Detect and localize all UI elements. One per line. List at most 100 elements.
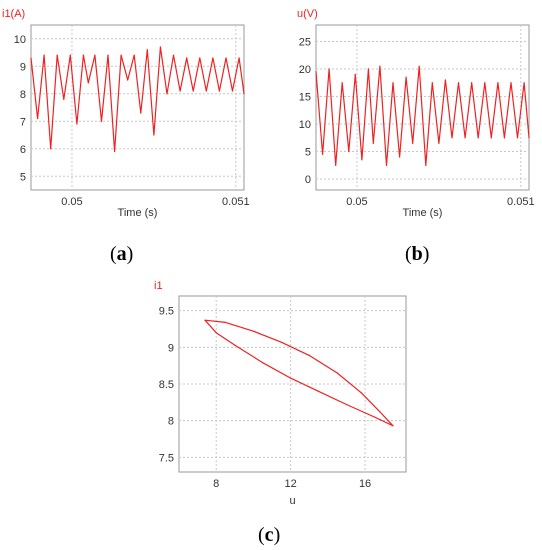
data-point-b xyxy=(348,150,350,153)
data-point-c xyxy=(379,411,381,413)
data-point-a xyxy=(82,54,85,56)
data-point-b xyxy=(361,159,363,161)
y-tick-label-c: 9.5 xyxy=(159,306,174,318)
y-tick-label-c: 8 xyxy=(168,416,174,428)
data-point-c xyxy=(252,330,255,332)
data-point-a xyxy=(36,117,39,120)
y-tick-label-a: 10 xyxy=(14,34,26,46)
data-point-b xyxy=(451,137,453,139)
data-point-c xyxy=(308,354,310,356)
data-point-b xyxy=(412,142,414,144)
data-point-c xyxy=(360,392,362,394)
data-point-a xyxy=(113,150,116,153)
chart-a: 5 6 7 8 9 10 0.05 0.051 i1(A) Time (s) xyxy=(2,8,250,219)
data-point-b xyxy=(516,137,519,139)
data-point-c xyxy=(317,390,320,392)
data-point-b xyxy=(484,82,486,84)
data-point-b xyxy=(425,164,427,166)
data-point-b xyxy=(335,164,337,166)
x-tick-label-a: 0.051 xyxy=(222,196,250,208)
y-axis-label-c: i1 xyxy=(154,280,163,292)
data-point-c xyxy=(215,332,217,334)
data-point-b xyxy=(341,82,343,84)
x-tick-label-a: 0.05 xyxy=(61,196,82,208)
data-point-c xyxy=(290,377,292,379)
data-point-a xyxy=(133,54,135,56)
data-point-a xyxy=(192,90,194,92)
data-point-b xyxy=(490,137,492,139)
y-tick-label-a: 5 xyxy=(20,171,26,183)
data-point-a xyxy=(243,93,245,95)
x-tick-label-c: 16 xyxy=(359,478,371,490)
data-point-b xyxy=(477,137,479,139)
data-point-a xyxy=(146,49,148,51)
data-point-c xyxy=(280,341,282,343)
data-point-c xyxy=(224,321,227,323)
data-point-b xyxy=(398,156,401,158)
data-point-c xyxy=(204,319,206,321)
data-point-b xyxy=(328,68,330,70)
y-tick-label-a: 7 xyxy=(20,116,26,128)
y-tick-label-b: 10 xyxy=(299,119,311,131)
caption-a: (a) xyxy=(110,243,134,265)
data-point-b xyxy=(438,142,440,144)
data-point-a xyxy=(56,54,58,56)
y-tick-label-a: 6 xyxy=(20,144,26,156)
data-point-b xyxy=(444,79,447,81)
chart-c: 7.5 8 8.5 9 9.5 8 12 16 i1 u xyxy=(154,280,407,507)
data-point-b xyxy=(457,82,460,84)
data-point-a xyxy=(94,54,96,56)
data-point-b xyxy=(528,137,530,139)
y-axis-label-b: u(V) xyxy=(297,8,318,20)
data-point-a xyxy=(30,57,32,59)
y-tick-label-c: 8.5 xyxy=(159,379,174,391)
y-axis-label-a: i1(A) xyxy=(2,8,25,20)
data-point-b xyxy=(431,82,433,84)
data-point-b xyxy=(503,137,506,139)
y-tick-label-b: 25 xyxy=(299,37,311,49)
data-point-a xyxy=(153,134,155,136)
data-point-a xyxy=(205,90,207,92)
caption-b: (b) xyxy=(405,243,430,265)
data-point-b xyxy=(372,142,374,144)
data-point-b xyxy=(315,71,317,73)
data-point-c xyxy=(392,425,394,427)
data-point-a xyxy=(63,98,65,100)
data-point-b xyxy=(497,82,499,84)
data-point-a xyxy=(212,57,214,59)
x-tick-label-c: 12 xyxy=(285,478,297,490)
data-point-b xyxy=(379,65,381,67)
y-tick-label-b: 5 xyxy=(305,147,311,159)
chart-b: 0 5 10 15 20 25 0.05 0.051 u(V) Time (s) xyxy=(297,8,535,219)
data-point-c xyxy=(234,344,236,346)
data-point-a xyxy=(199,57,201,59)
x-axis-label-a: Time (s) xyxy=(118,207,158,219)
y-tick-label-b: 0 xyxy=(305,174,311,186)
x-axis-label-c: u xyxy=(289,495,295,507)
data-point-c xyxy=(336,372,338,374)
data-point-b xyxy=(471,82,473,84)
data-point-a xyxy=(69,54,71,56)
data-point-b xyxy=(354,73,356,76)
caption-c: (c) xyxy=(258,524,281,546)
data-point-b xyxy=(523,82,525,84)
y-tick-label-b: 20 xyxy=(299,64,311,76)
data-point-b xyxy=(510,82,512,84)
data-point-a xyxy=(87,82,89,84)
data-point-b xyxy=(367,68,370,70)
data-point-b xyxy=(385,164,388,166)
data-point-c xyxy=(262,362,264,364)
data-point-a xyxy=(238,57,240,59)
data-point-c xyxy=(345,403,348,406)
y-tick-label-b: 15 xyxy=(299,92,311,104)
data-point-b xyxy=(464,137,466,139)
data-point-a xyxy=(159,46,162,48)
data-point-a xyxy=(107,54,109,56)
y-tick-label-c: 7.5 xyxy=(159,452,174,464)
plot-area-a xyxy=(30,24,245,191)
data-point-a xyxy=(76,123,78,125)
data-point-a xyxy=(225,57,227,59)
data-point-a xyxy=(43,54,45,56)
data-point-a xyxy=(127,79,129,81)
y-tick-label-a: 8 xyxy=(20,89,26,101)
